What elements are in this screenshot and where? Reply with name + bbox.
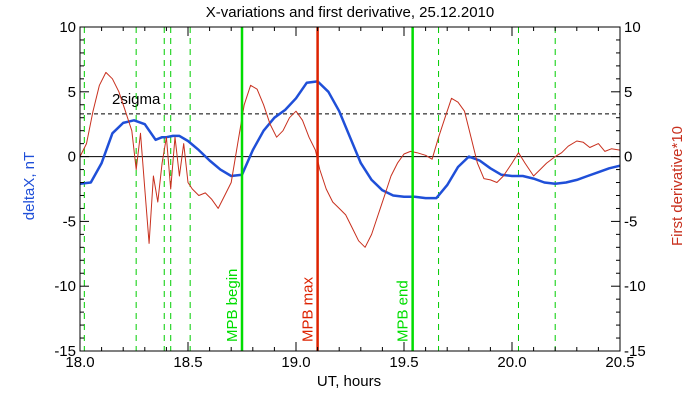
chart-title: X-variations and first derivative, 25.12… (206, 4, 495, 21)
y-tick-label-right-3: -5 (624, 213, 637, 230)
y-tick-label-left-0: 10 (59, 19, 76, 36)
y-tick-label-right-1: 5 (624, 84, 632, 101)
x-tick-label-2: 19.0 (281, 354, 310, 371)
x-tick-label-5: 20.5 (605, 354, 634, 371)
marker-label-1: MPB max (300, 276, 317, 342)
y-tick-label-left-3: -5 (63, 213, 76, 230)
x-axis-label: UT, hours (317, 373, 381, 390)
sigma-annotation: 2sigma (112, 91, 161, 108)
x-tick-label-4: 20.0 (497, 354, 526, 371)
y-tick-label-right-5: -15 (624, 343, 646, 360)
y-axis-right-label: First derivative*10 (669, 126, 686, 246)
y-tick-label-right-4: -10 (624, 278, 646, 295)
plot-area: MPB begin MPB max MPB end 18.0 18.5 19.0 19.5 2… (54, 19, 645, 371)
y-tick-label-left-1: 5 (68, 84, 76, 101)
y-tick-label-left-2: 0 (68, 149, 76, 166)
y-tick-label-right-2: 0 (624, 149, 632, 166)
y-tick-label-right-0: 10 (624, 19, 641, 36)
y-tick-label-left-4: -10 (54, 278, 76, 295)
plot-frame (79, 26, 621, 352)
x-tick-label-3: 19.5 (389, 354, 418, 371)
y-axis-left-label: deltaX, nT (21, 152, 38, 220)
series-line-0 (79, 80, 621, 200)
marker-label-0: MPB begin (224, 269, 241, 342)
y-tick-label-left-5: -15 (54, 343, 76, 360)
x-tick-label-0: 18.0 (65, 354, 94, 371)
series-line-1 (79, 71, 621, 248)
marker-label-2: MPB end (395, 280, 412, 342)
x-tick-label-1: 18.5 (173, 354, 202, 371)
